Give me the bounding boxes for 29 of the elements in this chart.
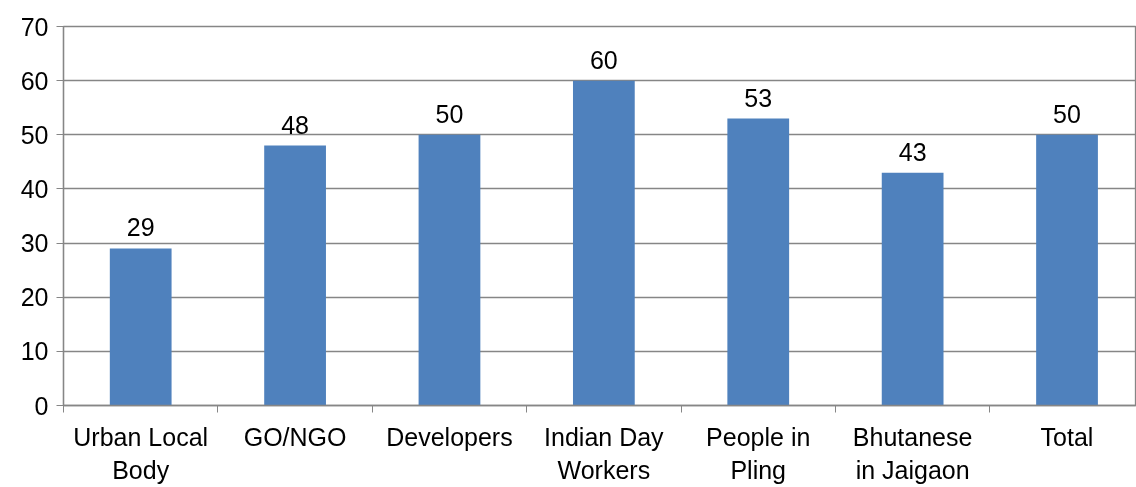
y-tick-label: 70 bbox=[20, 12, 49, 41]
data-label: 50 bbox=[435, 99, 464, 128]
bar bbox=[572, 80, 635, 406]
bar bbox=[881, 172, 944, 406]
y-tick-label: 20 bbox=[20, 283, 49, 312]
x-tick-label: Bhutanese in Jaigaon bbox=[852, 422, 973, 485]
x-tick-label: People in Pling bbox=[706, 422, 811, 485]
x-tick-label: Urban Local Body bbox=[73, 422, 209, 485]
y-tick-label: 10 bbox=[20, 337, 49, 366]
data-label: 60 bbox=[589, 45, 618, 74]
x-tick-label: GO/NGO bbox=[243, 422, 347, 451]
x-tick-label: Total bbox=[1040, 422, 1094, 451]
y-tick-label: 60 bbox=[20, 66, 49, 95]
data-label: 48 bbox=[281, 110, 309, 139]
y-tick-label: 0 bbox=[34, 391, 49, 420]
y-tick-label: 30 bbox=[20, 229, 49, 258]
y-tick-label: 50 bbox=[20, 120, 49, 149]
bar bbox=[264, 145, 326, 406]
bar bbox=[109, 248, 172, 406]
data-label: 29 bbox=[126, 213, 155, 242]
x-tick-label: Developers bbox=[386, 422, 513, 451]
bar bbox=[1036, 134, 1098, 406]
bar bbox=[418, 134, 481, 406]
x-tick-label: Indian Day Workers bbox=[544, 422, 665, 485]
data-label: 53 bbox=[744, 83, 773, 112]
data-label: 43 bbox=[898, 137, 927, 166]
data-label: 50 bbox=[1053, 99, 1081, 128]
y-tick-label: 40 bbox=[20, 174, 49, 203]
bar bbox=[727, 118, 790, 406]
